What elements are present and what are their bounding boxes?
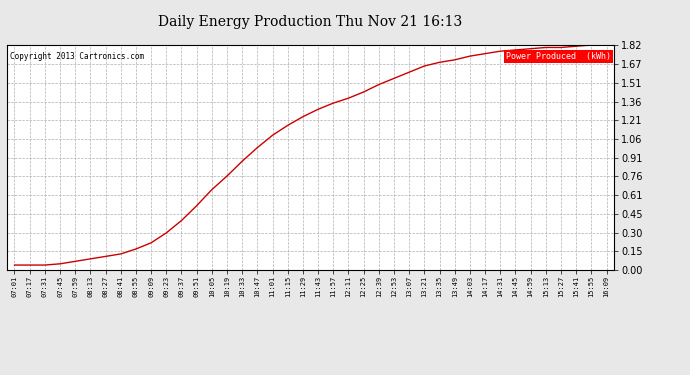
Text: Copyright 2013 Cartronics.com: Copyright 2013 Cartronics.com: [10, 52, 144, 61]
Text: Daily Energy Production Thu Nov 21 16:13: Daily Energy Production Thu Nov 21 16:13: [159, 15, 462, 29]
Text: Power Produced  (kWh): Power Produced (kWh): [506, 52, 611, 61]
